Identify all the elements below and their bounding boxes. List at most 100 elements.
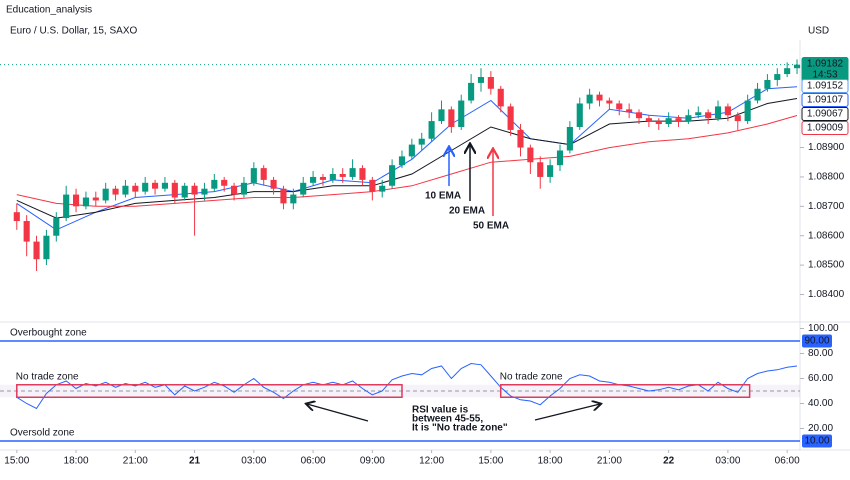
time-tick-label: 21:00 xyxy=(597,456,622,467)
candle-body xyxy=(23,221,30,242)
price-badge xyxy=(801,107,849,121)
time-tick-label: 09:00 xyxy=(360,456,385,467)
candle-body xyxy=(793,64,801,69)
candle-body xyxy=(576,103,583,127)
candle-body xyxy=(537,162,544,177)
candle-body xyxy=(487,77,494,89)
time-tick-label: 15:00 xyxy=(478,456,503,467)
rsi-annotation: between 45-55, xyxy=(412,414,483,425)
price-badge xyxy=(801,121,849,135)
ema-label: 50 EMA xyxy=(473,221,509,232)
candle-body xyxy=(685,115,692,122)
time-tick-label: 18:00 xyxy=(538,456,563,467)
price-tick-label: 1.08800 xyxy=(808,172,845,183)
candle-body xyxy=(112,188,119,195)
candle-body xyxy=(616,103,623,110)
price-badge xyxy=(801,79,849,93)
rsi-tick-label: 60.00 xyxy=(808,373,833,384)
candle-body xyxy=(477,77,485,83)
rsi-level-name: Overbought zone xyxy=(10,328,87,339)
candle-body xyxy=(408,144,415,157)
rsi-tick-label: 80.00 xyxy=(808,348,833,359)
candle-body xyxy=(547,165,554,177)
annotation-arrow xyxy=(307,404,369,422)
candle-body xyxy=(359,168,366,180)
countdown: 14:53 xyxy=(812,70,837,81)
candle-body xyxy=(13,212,20,222)
zone-label: No trade zone xyxy=(500,371,563,382)
candle-body xyxy=(734,115,741,122)
candle-body xyxy=(92,197,99,201)
candle-body xyxy=(744,100,751,122)
annotation-arrow xyxy=(534,404,600,421)
rsi-line xyxy=(16,362,798,410)
time-tick-label: 18:00 xyxy=(64,456,89,467)
candle-body xyxy=(329,174,336,180)
price-badge-label: 1.09182 xyxy=(807,59,844,70)
price-tick-label: 1.08400 xyxy=(808,289,845,300)
candle-body xyxy=(102,188,109,201)
ema-label: 20 EMA xyxy=(449,206,485,217)
candle-body xyxy=(211,179,218,189)
candle-body xyxy=(132,185,139,192)
candle-body xyxy=(438,109,445,122)
no-trade-zone xyxy=(499,384,751,398)
candle-body xyxy=(181,185,188,198)
time-tick-label: 15:00 xyxy=(4,456,29,467)
candle-body xyxy=(784,68,791,75)
candle-body xyxy=(349,168,356,177)
price-badge-label: 1.09067 xyxy=(807,109,844,120)
candle-body xyxy=(507,106,514,130)
candle-body xyxy=(369,179,376,192)
symbol-title: Euro / U.S. Dollar, 15, SAXO xyxy=(10,26,137,37)
candle-body xyxy=(774,74,781,80)
price-badge-label: 1.09107 xyxy=(807,95,844,106)
candle-body xyxy=(389,165,396,186)
price-badge-label: 1.09009 xyxy=(807,123,844,134)
candle-body xyxy=(53,218,60,236)
time-tick-label: 12:00 xyxy=(419,456,444,467)
rsi-tick-label: 100.00 xyxy=(808,323,839,334)
candle-body xyxy=(635,112,643,119)
candle-body xyxy=(152,182,159,189)
candle-body xyxy=(665,118,672,125)
candle-body xyxy=(43,235,50,260)
candle-body xyxy=(626,109,633,113)
price-tick-label: 1.08600 xyxy=(808,230,845,241)
candle-body xyxy=(675,118,682,122)
currency: USD xyxy=(808,26,829,37)
time-tick-label: 06:00 xyxy=(301,456,326,467)
price-badge-label: 1.09152 xyxy=(807,81,844,92)
time-tick-label: 21:00 xyxy=(123,456,148,467)
price-tick-label: 1.08700 xyxy=(808,201,845,212)
time-tick-label: 21 xyxy=(189,456,201,467)
account-name: Education_analysis xyxy=(6,5,92,16)
rsi-annotation: It is "No trade zone" xyxy=(412,423,508,434)
candle-body xyxy=(201,188,208,195)
candle-body xyxy=(556,150,564,166)
no-trade-zone xyxy=(16,384,403,398)
candle-body xyxy=(566,126,573,151)
rsi-level-label: 10.00 xyxy=(804,436,829,447)
candle-body xyxy=(319,176,327,180)
candle-body xyxy=(458,100,465,127)
candle-body xyxy=(448,109,455,127)
candle-body xyxy=(428,121,435,139)
candle-body xyxy=(606,100,613,104)
zone-label: No trade zone xyxy=(16,371,79,382)
price-tick-label: 1.08500 xyxy=(808,260,845,271)
candle-body xyxy=(764,79,771,89)
candle-body xyxy=(280,188,287,204)
candle-body xyxy=(517,129,524,148)
rsi-tick-label: 40.00 xyxy=(808,398,833,409)
candle-body xyxy=(695,112,702,116)
ema-label: 10 EMA xyxy=(425,191,461,202)
candle-body xyxy=(754,88,761,101)
candle-body xyxy=(418,138,425,145)
candle-body xyxy=(63,194,70,219)
candle-body xyxy=(171,182,178,198)
time-tick-label: 06:00 xyxy=(775,456,800,467)
candle-body xyxy=(586,94,593,104)
